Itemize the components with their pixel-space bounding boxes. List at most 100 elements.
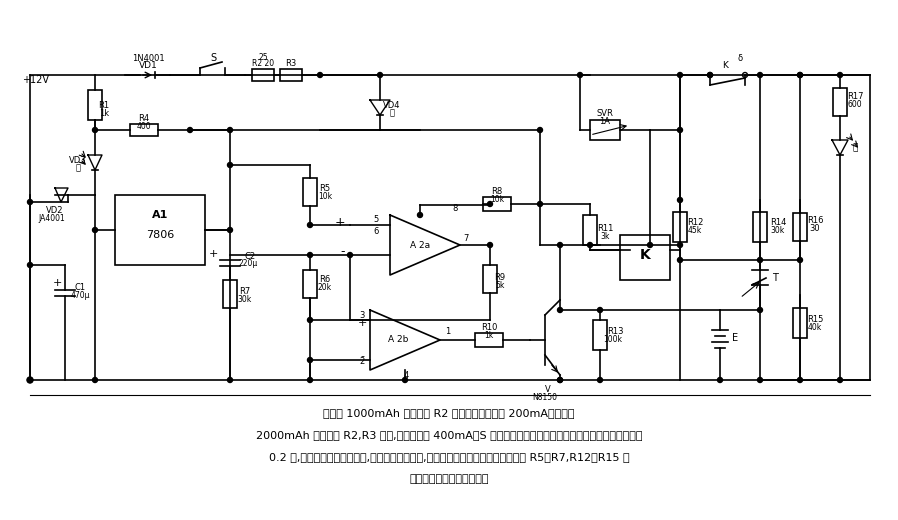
Circle shape [558,378,562,383]
Text: 7806: 7806 [145,230,174,240]
Text: δ: δ [737,54,743,62]
Circle shape [838,72,842,77]
Text: 30k: 30k [238,294,252,304]
Circle shape [797,72,803,77]
Text: 7: 7 [463,233,469,242]
Text: R4: R4 [138,113,150,123]
Circle shape [558,307,562,313]
Text: 黄: 黄 [852,144,858,152]
Circle shape [307,253,313,257]
Text: 2000mAh 电池组经 R2,R3 充电,充电电流为 400mA。S 为充电电流选择开关。放电电流也设计为电池容量的: 2000mAh 电池组经 R2,R3 充电,充电电流为 400mA。S 为充电电… [256,430,642,440]
Text: R2 20: R2 20 [252,59,274,68]
Text: R1: R1 [99,100,110,110]
Text: 1N4001: 1N4001 [132,54,164,62]
Text: 1: 1 [445,328,451,336]
Circle shape [488,202,492,206]
Circle shape [677,198,682,202]
Circle shape [377,72,383,77]
Circle shape [348,253,353,257]
Text: 10k: 10k [318,191,332,201]
Circle shape [418,213,422,217]
Circle shape [797,378,803,383]
Bar [590,120,620,140]
Circle shape [27,377,33,383]
Text: R12: R12 [687,217,703,227]
Bar [130,124,158,136]
Text: 3k: 3k [600,231,610,241]
Text: R11: R11 [597,224,613,232]
Text: 20k: 20k [318,283,332,292]
Text: V: V [545,385,550,395]
Text: JA4001: JA4001 [39,214,66,223]
Circle shape [28,263,32,267]
Text: R8: R8 [491,187,503,196]
Text: R5: R5 [320,184,330,192]
Circle shape [227,127,233,133]
Text: 8: 8 [453,203,458,213]
Circle shape [538,202,542,206]
Bar [620,235,670,280]
Text: 220μ: 220μ [238,259,258,268]
Text: A1: A1 [152,210,168,220]
Circle shape [577,72,583,77]
Text: -: - [340,245,345,258]
Bar [252,69,274,81]
Circle shape [227,378,233,383]
Circle shape [227,163,233,167]
Text: K: K [722,60,728,70]
Text: 4: 4 [403,370,409,380]
Bar [483,265,497,293]
Text: 5: 5 [374,215,379,224]
Circle shape [227,228,233,232]
Bar [753,212,767,242]
Text: VD2: VD2 [47,205,64,215]
Circle shape [28,200,32,204]
Bar [303,270,317,298]
Text: 3: 3 [359,311,365,320]
Text: 红: 红 [75,163,81,173]
Text: R10: R10 [480,322,497,332]
Text: 1k: 1k [484,331,494,340]
Circle shape [677,127,682,133]
Text: VD4: VD4 [383,100,401,110]
Text: 100k: 100k [603,335,622,345]
Circle shape [318,72,322,77]
Text: 25: 25 [259,53,268,61]
Bar [673,212,687,242]
Text: 400: 400 [136,122,151,131]
Circle shape [677,72,682,77]
Circle shape [597,307,603,313]
Text: R17: R17 [847,92,863,100]
Text: 6: 6 [374,227,379,236]
Circle shape [307,358,313,362]
Text: C2: C2 [244,252,256,261]
Text: A 2b: A 2b [388,335,409,345]
Circle shape [558,378,562,383]
Text: N8150: N8150 [533,394,558,402]
Circle shape [587,242,593,248]
Circle shape [307,223,313,228]
Text: R7: R7 [240,287,251,295]
Circle shape [758,307,762,313]
Text: C1: C1 [75,283,85,292]
Bar [115,195,205,265]
Circle shape [188,127,192,133]
Text: R3: R3 [286,59,296,68]
Circle shape [677,257,682,263]
Text: -: - [360,351,364,361]
Circle shape [307,318,313,322]
Text: VD3: VD3 [69,155,87,164]
Text: T: T [772,273,778,283]
Text: +: + [52,278,62,288]
Text: 470μ: 470μ [70,292,90,301]
Text: 40k: 40k [808,323,823,332]
Circle shape [708,72,712,77]
Text: 600: 600 [848,99,862,109]
Text: 10k: 10k [490,194,504,203]
Bar [483,197,511,211]
Circle shape [758,72,762,77]
Text: +: + [334,215,345,228]
Circle shape [307,378,313,383]
Circle shape [488,242,492,248]
Circle shape [677,242,682,248]
